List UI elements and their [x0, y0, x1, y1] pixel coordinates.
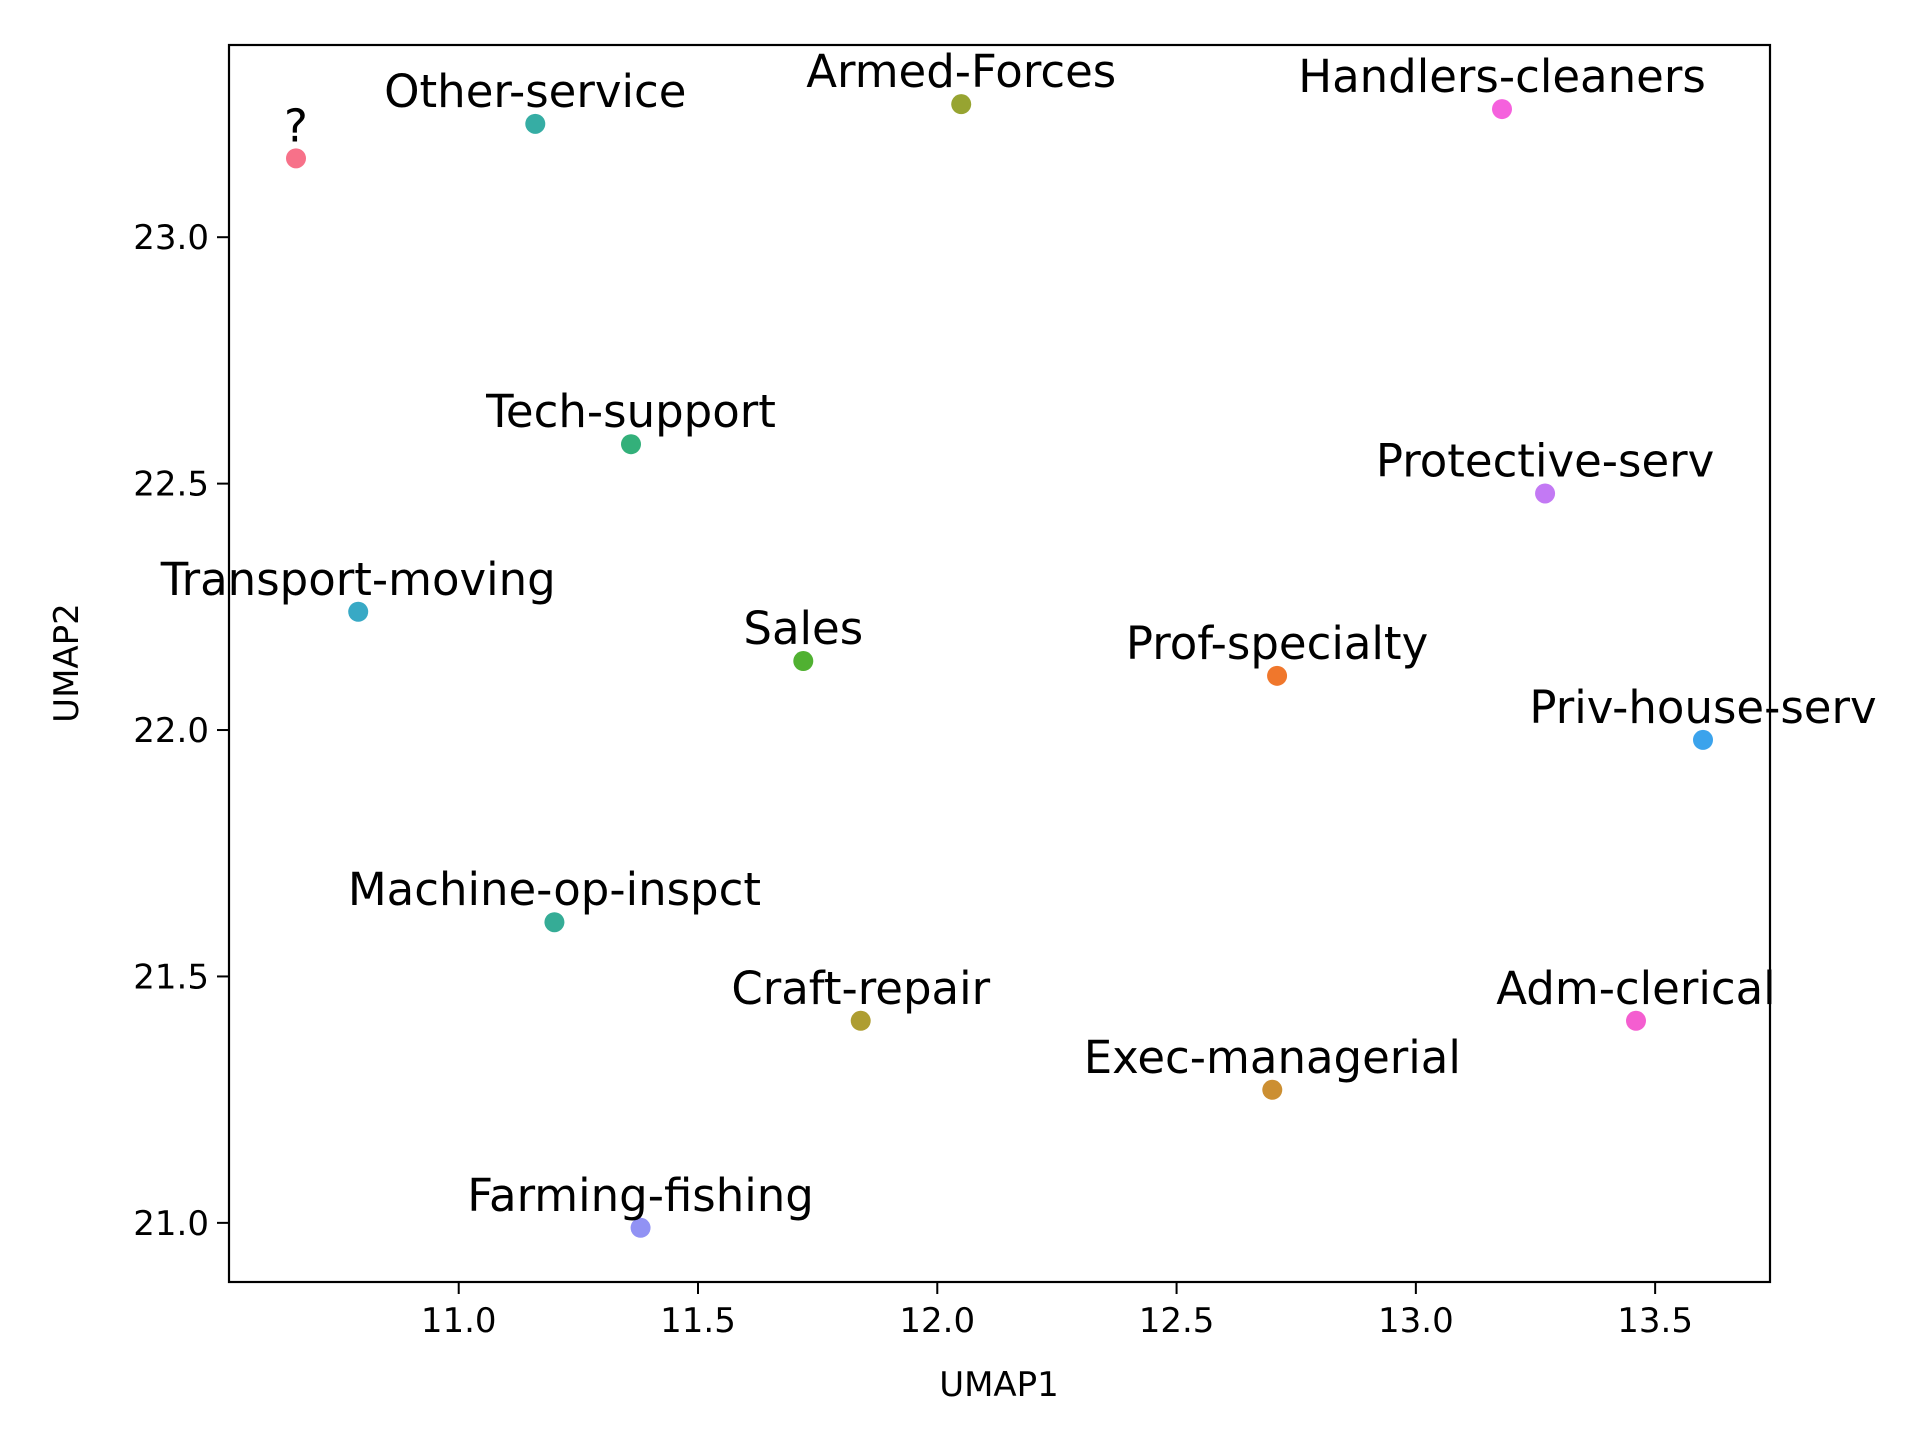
scatter-point	[630, 1217, 651, 1238]
point-label: ?	[284, 99, 308, 152]
y-tick-label: 21.0	[133, 1204, 209, 1244]
data-points	[286, 94, 1713, 1238]
y-tick-label: 22.0	[133, 711, 209, 751]
point-label: Transport-moving	[160, 553, 556, 606]
point-label: Armed-Forces	[806, 45, 1116, 98]
scatter-point	[793, 651, 814, 672]
x-tick-label: 11.5	[660, 1301, 736, 1341]
scatter-point	[348, 601, 369, 622]
x-axis-ticks: 11.0 11.5 12.0 12.5 13.0 13.5	[421, 1282, 1693, 1341]
scatter-point	[1492, 99, 1512, 120]
scatter-point	[1693, 729, 1713, 750]
scatter-point	[621, 434, 641, 455]
point-label: Farming-fishing	[467, 1169, 814, 1222]
x-tick-label: 12.0	[899, 1301, 975, 1341]
x-tick-label: 13.5	[1617, 1301, 1693, 1341]
x-tick-label: 12.5	[1139, 1301, 1215, 1341]
scatter-point	[1267, 665, 1288, 686]
plot-frame	[227, 43, 1772, 1284]
point-label: Handlers-cleaners	[1298, 50, 1706, 103]
scatter-point	[951, 94, 972, 115]
point-label: Craft-repair	[731, 962, 990, 1015]
scatter-point	[1626, 1010, 1646, 1031]
point-label: Tech-support	[485, 385, 776, 438]
x-tick-label: 13.0	[1378, 1301, 1454, 1341]
y-tick-label: 21.5	[133, 957, 209, 997]
y-axis-label: UMAP2	[47, 603, 87, 723]
point-label: Adm-clerical	[1496, 962, 1775, 1015]
point-label: Priv-house-serv	[1529, 681, 1876, 734]
y-tick-label: 23.0	[133, 218, 209, 258]
y-axis-ticks: 21.0 21.5 22.0 22.5 23.0	[133, 218, 229, 1244]
point-label: Protective-serv	[1376, 434, 1714, 487]
point-label: Sales	[743, 602, 863, 655]
x-axis-label: UMAP1	[939, 1365, 1059, 1405]
x-tick-label: 11.0	[421, 1301, 497, 1341]
point-label: Prof-specialty	[1126, 617, 1428, 670]
y-tick-label: 22.5	[133, 465, 209, 505]
scatter-point	[525, 113, 546, 134]
point-label: Exec-managerial	[1084, 1031, 1461, 1084]
scatter-point	[544, 912, 565, 933]
scatter-point	[1535, 483, 1556, 504]
data-labels: ? Other-service Armed-Forces Handlers-clean…	[160, 45, 1877, 1222]
scatter-point	[850, 1010, 871, 1031]
point-label: Other-service	[384, 65, 686, 118]
point-label: Machine-op-inspct	[348, 863, 761, 916]
scatter-point	[286, 148, 306, 169]
scatter-point	[1262, 1079, 1283, 1100]
